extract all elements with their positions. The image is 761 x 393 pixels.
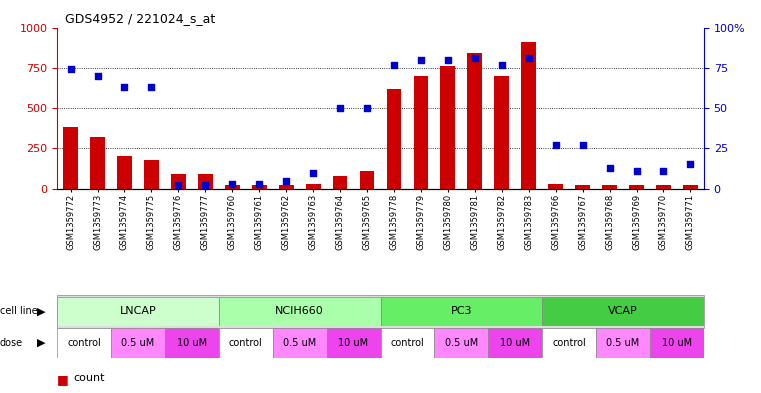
Point xyxy=(388,61,400,68)
Bar xyxy=(467,53,482,189)
Bar xyxy=(495,76,509,189)
Bar xyxy=(441,66,455,189)
Text: 0.5 uM: 0.5 uM xyxy=(283,338,317,348)
Text: GDS4952 / 221024_s_at: GDS4952 / 221024_s_at xyxy=(65,12,215,25)
Point xyxy=(549,142,562,148)
Bar xyxy=(219,297,380,326)
Bar xyxy=(171,174,186,189)
Bar xyxy=(219,328,272,358)
Text: 0.5 uM: 0.5 uM xyxy=(444,338,478,348)
Point xyxy=(361,105,373,111)
Bar xyxy=(252,185,266,189)
Point xyxy=(172,182,184,189)
Text: control: control xyxy=(67,338,101,348)
Text: control: control xyxy=(390,338,425,348)
Point xyxy=(91,73,103,79)
Bar xyxy=(380,297,542,326)
Bar xyxy=(596,328,650,358)
Bar xyxy=(111,328,165,358)
Point xyxy=(280,177,292,184)
Bar xyxy=(380,328,435,358)
Text: 0.5 uM: 0.5 uM xyxy=(607,338,640,348)
Point xyxy=(307,169,319,176)
Point xyxy=(469,55,481,61)
Point xyxy=(603,165,616,171)
Point xyxy=(253,181,266,187)
Text: 0.5 uM: 0.5 uM xyxy=(121,338,154,348)
Point xyxy=(65,66,77,73)
Bar xyxy=(224,185,240,189)
Text: LNCAP: LNCAP xyxy=(119,307,156,316)
Point xyxy=(415,57,427,63)
Point xyxy=(658,168,670,174)
Text: 10 uM: 10 uM xyxy=(177,338,207,348)
Bar xyxy=(279,185,294,189)
Bar xyxy=(435,328,489,358)
Text: NCIH660: NCIH660 xyxy=(275,307,324,316)
Bar xyxy=(306,184,320,189)
Text: ▶: ▶ xyxy=(37,307,45,316)
Point xyxy=(334,105,346,111)
Text: control: control xyxy=(229,338,263,348)
Bar xyxy=(602,185,617,189)
Bar xyxy=(650,328,704,358)
Point xyxy=(630,168,642,174)
Bar xyxy=(326,328,380,358)
Text: 10 uM: 10 uM xyxy=(339,338,368,348)
Bar xyxy=(629,185,644,189)
Point xyxy=(119,84,131,90)
Point xyxy=(684,161,696,167)
Bar xyxy=(543,328,596,358)
Point xyxy=(145,84,158,90)
Bar xyxy=(165,328,219,358)
Bar xyxy=(333,176,348,189)
Bar xyxy=(360,171,374,189)
Bar xyxy=(57,297,219,326)
Point xyxy=(523,55,535,61)
Bar xyxy=(521,42,537,189)
Bar xyxy=(90,137,105,189)
Bar xyxy=(413,76,428,189)
Bar xyxy=(144,160,159,189)
Text: VCAP: VCAP xyxy=(608,307,638,316)
Bar xyxy=(198,174,213,189)
Bar xyxy=(548,184,563,189)
Bar xyxy=(117,156,132,189)
Bar xyxy=(272,328,326,358)
Point xyxy=(442,57,454,63)
Text: ■: ■ xyxy=(57,373,68,386)
Point xyxy=(495,61,508,68)
Text: ▶: ▶ xyxy=(37,338,45,348)
Text: 10 uM: 10 uM xyxy=(500,338,530,348)
Bar xyxy=(543,297,704,326)
Text: cell line: cell line xyxy=(0,307,38,316)
Text: PC3: PC3 xyxy=(451,307,472,316)
Bar xyxy=(489,328,542,358)
Text: control: control xyxy=(552,338,586,348)
Text: count: count xyxy=(74,373,105,383)
Point xyxy=(199,182,212,189)
Point xyxy=(577,142,589,148)
Bar xyxy=(63,127,78,189)
Text: dose: dose xyxy=(0,338,23,348)
Text: 10 uM: 10 uM xyxy=(662,338,692,348)
Bar xyxy=(683,185,698,189)
Bar xyxy=(57,328,111,358)
Bar xyxy=(387,89,401,189)
Point xyxy=(226,181,238,187)
Bar xyxy=(656,185,671,189)
Bar xyxy=(575,185,590,189)
